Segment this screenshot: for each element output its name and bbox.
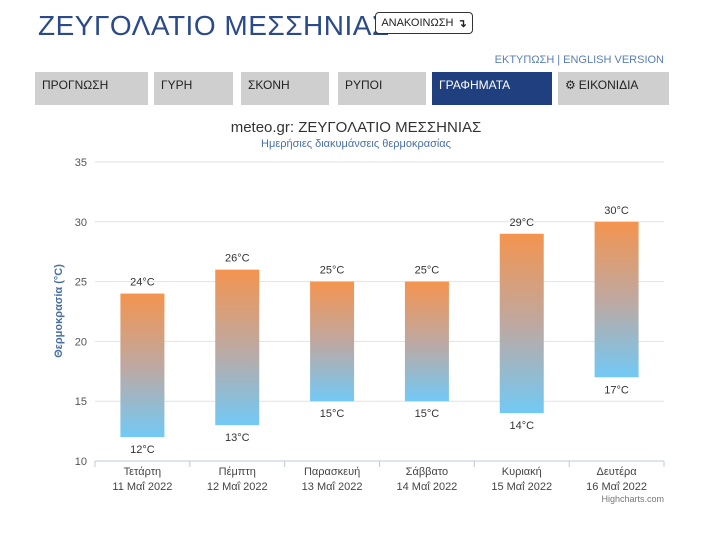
temperature-range-bar[interactable] bbox=[215, 269, 260, 426]
y-tick-label: 15 bbox=[75, 396, 87, 408]
high-temp-label: 25°C bbox=[320, 265, 345, 277]
y-tick-label: 30 bbox=[75, 217, 87, 229]
y-tick-label: 35 bbox=[75, 157, 87, 169]
announcement-label: ΑΝΑΚΟΙΝΩΣΗ bbox=[381, 17, 454, 29]
x-tick-date-label: 12 Μαΐ 2022 bbox=[207, 481, 268, 493]
temperature-range-bar[interactable] bbox=[404, 281, 449, 402]
arrow-down-curve-icon: ↴ bbox=[457, 17, 467, 30]
x-tick-day-label: Σάββατο bbox=[406, 466, 448, 478]
temperature-range-bar[interactable] bbox=[499, 233, 544, 414]
tab-label: ΡΥΠΟΙ bbox=[345, 78, 383, 92]
low-temp-label: 15°C bbox=[320, 408, 345, 420]
temperature-range-bar[interactable] bbox=[594, 221, 639, 378]
tab-label: ΓΥΡΗ bbox=[161, 78, 193, 92]
x-tick-date-label: 15 Μαΐ 2022 bbox=[491, 481, 552, 493]
top-links: ΕΚΤΥΠΩΣΗ | ENGLISH VERSION bbox=[495, 54, 664, 66]
tab-label: ΓΡΑΦΗΜΑΤΑ bbox=[439, 78, 511, 92]
low-temp-label: 13°C bbox=[225, 432, 250, 444]
x-tick-day-label: Κυριακή bbox=[502, 466, 542, 478]
tab-icons[interactable]: ⚙ ΕΙΚΟΝΙΔΙΑ bbox=[558, 72, 669, 105]
tab-label: ΕΙΚΟΝΙΔΙΑ bbox=[578, 78, 639, 92]
x-tick-date-label: 14 Μαΐ 2022 bbox=[397, 481, 458, 493]
tab-dust[interactable]: ΣΚΟΝΗ bbox=[241, 72, 329, 105]
high-temp-label: 25°C bbox=[415, 265, 440, 277]
x-tick-date-label: 11 Μαΐ 2022 bbox=[112, 481, 172, 493]
announcement-button[interactable]: ΑΝΑΚΟΙΝΩΣΗ ↴ bbox=[375, 12, 473, 34]
tab-label: ΠΡΟΓΝΩΣΗ bbox=[42, 78, 109, 92]
temperature-range-bar[interactable] bbox=[310, 281, 355, 402]
low-temp-label: 14°C bbox=[509, 420, 534, 432]
y-axis-title: Θερμοκρασία (°C) bbox=[53, 264, 65, 358]
low-temp-label: 15°C bbox=[415, 408, 440, 420]
temperature-range-bar[interactable] bbox=[120, 293, 165, 438]
link-separator: | bbox=[557, 54, 561, 66]
y-tick-label: 25 bbox=[75, 277, 87, 289]
tab-pollutants[interactable]: ΡΥΠΟΙ bbox=[338, 72, 426, 105]
y-tick-label: 10 bbox=[75, 456, 87, 468]
print-link[interactable]: ΕΚΤΥΠΩΣΗ bbox=[494, 54, 555, 66]
tab-charts[interactable]: ΓΡΑΦΗΜΑΤΑ bbox=[432, 72, 552, 105]
chart-credits[interactable]: Highcharts.com bbox=[601, 494, 664, 504]
chart-title: meteo.gr: ΖΕΥΓΟΛΑΤΙΟ ΜΕΣΣΗΝΙΑΣ bbox=[231, 119, 482, 136]
low-temp-label: 17°C bbox=[604, 384, 629, 396]
high-temp-label: 24°C bbox=[130, 277, 155, 289]
tab-label: ΣΚΟΝΗ bbox=[248, 78, 290, 92]
high-temp-label: 30°C bbox=[604, 205, 629, 217]
page-title: ΖΕΥΓΟΛΑΤΙΟ ΜΕΣΣΗΝΙΑΣ bbox=[38, 10, 390, 41]
x-tick-date-label: 13 Μαΐ 2022 bbox=[302, 481, 363, 493]
high-temp-label: 29°C bbox=[509, 217, 534, 229]
y-tick-label: 20 bbox=[75, 336, 87, 348]
x-tick-day-label: Τετάρτη bbox=[124, 466, 162, 478]
x-tick-day-label: Πέμπτη bbox=[219, 466, 256, 478]
tab-pollen[interactable]: ΓΥΡΗ bbox=[154, 72, 233, 105]
gear-icon: ⚙ bbox=[565, 78, 576, 92]
low-temp-label: 12°C bbox=[130, 444, 155, 456]
chart-subtitle: Ημερήσιες διακυμάνσεις θερμοκρασίας bbox=[261, 138, 451, 150]
x-tick-day-label: Δευτέρα bbox=[597, 466, 638, 478]
high-temp-label: 26°C bbox=[225, 253, 250, 265]
x-tick-day-label: Παρασκευή bbox=[304, 466, 360, 478]
x-tick-date-label: 16 Μαΐ 2022 bbox=[586, 481, 647, 493]
english-version-link[interactable]: ENGLISH VERSION bbox=[563, 54, 664, 66]
tab-forecast[interactable]: ΠΡΟΓΝΩΣΗ bbox=[35, 72, 148, 105]
